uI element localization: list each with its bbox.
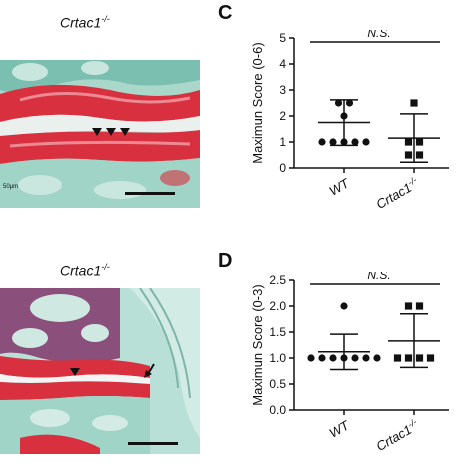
data-point-crtac1 [404,354,413,362]
chart-d: 0.0 0.5 1.0 1.5 2.0 2.5 Maximun Score (0-3) WT C… [250,272,449,454]
y-tick-label: 0.5 [269,377,286,391]
data-point-crtac1 [426,354,435,362]
micrograph-bottom-image [0,288,200,454]
y-tick-label: 5 [279,31,286,45]
y-tick-label: 2.5 [269,273,286,287]
significance-label: N.S. [367,272,390,282]
data-point-wt [351,138,359,146]
chart-c: 0 1 2 3 4 5 Maximun Score (0-6) WT Crtac1-/- N.S. [250,30,449,212]
y-tick-label: 0.0 [269,403,286,417]
micrograph-top: 50μm [0,60,200,208]
data-point-wt [307,354,315,362]
data-point-crtac1 [404,302,413,310]
data-point-wt [329,138,337,146]
data-point-wt [373,354,381,362]
y-tick-label: 2 [279,109,286,123]
panel-letter-d: D [218,250,233,272]
data-point-wt [340,302,348,310]
data-point-crtac1 [415,354,424,362]
micrograph-bottom [0,288,200,454]
data-point-wt [334,99,343,107]
y-tick-label: 2.0 [269,299,286,313]
x-tick-label: WT [326,417,352,441]
data-point-crtac1 [415,151,424,159]
data-point-crtac1 [393,354,402,362]
micrograph-top-image: 50μm [0,60,200,208]
y-axis-label: Maximun Score (0-6) [250,42,265,163]
x-tick-label: Crtac1-/- [373,175,422,212]
y-tick-label: 4 [279,57,286,71]
y-tick-label: 0 [279,161,286,175]
x-tick-label: Crtac1-/- [373,417,422,454]
y-tick-label: 1.0 [269,351,286,365]
significance-label: N.S. [367,30,390,40]
y-tick-label: 1.5 [269,325,286,339]
data-point-crtac1 [404,138,413,146]
micrograph-top-title: Crtac1-/- [60,14,110,31]
data-point-wt [318,138,326,146]
data-point-crtac1 [404,151,413,159]
data-point-crtac1 [415,302,424,310]
data-point-crtac1 [415,138,424,146]
data-point-crtac1 [410,99,418,107]
data-point-wt [351,354,359,362]
y-tick-label: 1 [279,135,286,149]
y-axis-label: Maximun Score (0-3) [250,284,265,405]
data-point-wt [345,99,354,107]
panel-letter-c: C [218,2,233,24]
data-point-wt [362,138,370,146]
data-point-wt [362,354,370,362]
data-point-wt [318,354,326,362]
y-tick-label: 3 [279,83,286,97]
x-tick-label: WT [326,175,352,199]
scale-label: 50μm [3,184,18,190]
micrograph-bottom-title: Crtac1-/- [60,262,110,279]
data-point-wt [329,354,337,362]
